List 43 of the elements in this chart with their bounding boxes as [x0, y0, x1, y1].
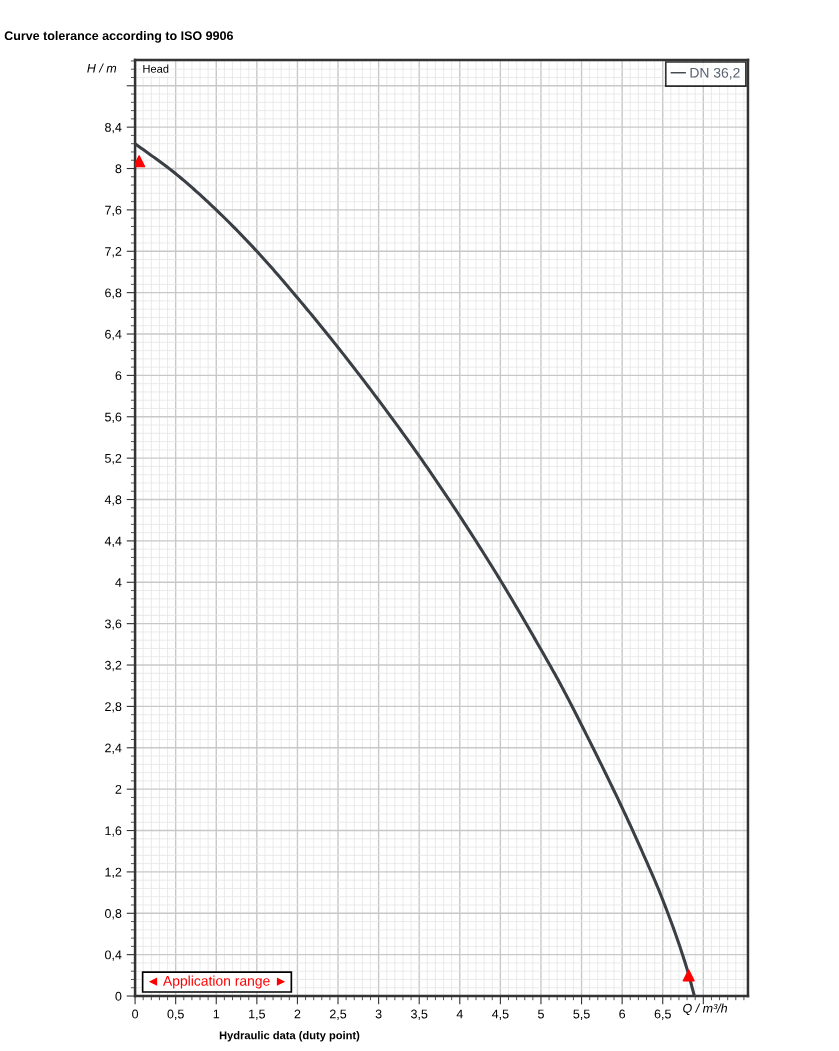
x-tick-label: 2,5	[329, 1009, 347, 1020]
x-tick-label: 0,5	[167, 1009, 184, 1020]
y-tick-label: 2,4	[105, 743, 122, 754]
x-tick-label: 1,5	[249, 1009, 266, 1020]
x-tick-label: 5,5	[573, 1009, 590, 1020]
x-tick-label: 6,5	[654, 1009, 671, 1020]
annotation: Head	[143, 64, 169, 73]
x-tick-label: 3,5	[410, 1009, 428, 1020]
x-tick-label: 6	[619, 1009, 626, 1019]
y-tick-label: 4	[115, 578, 122, 587]
y-tick-label: 4,8	[104, 495, 122, 506]
x-tick-label: 4	[456, 1009, 463, 1019]
text: Hydraulic data (duty point)	[219, 1031, 360, 1042]
x-tick-label: 3	[375, 1009, 382, 1019]
x-axis-title: Q / m³/h	[683, 1003, 728, 1015]
annotation: ◄ Application range ►	[148, 975, 286, 989]
x-tick-label: 2	[294, 1009, 301, 1019]
y-tick-label: 0,4	[105, 950, 122, 961]
y-tick-label: 7,6	[105, 205, 122, 217]
y-tick-label: 6	[115, 371, 122, 381]
y-tick-label: 2	[115, 784, 122, 794]
y-tick-label: 6,4	[105, 329, 122, 341]
legend-label: DN 36,2	[690, 67, 740, 80]
y-tick-label: 0,8	[105, 909, 122, 920]
x-tick-label: 5	[537, 1009, 544, 1019]
y-tick-label: 2,8	[105, 702, 122, 713]
y-tick-label: 1,6	[105, 826, 122, 837]
y-tick-label: 0	[115, 991, 122, 1001]
y-tick-label: 7,2	[105, 247, 122, 258]
y-tick-label: 5,6	[105, 412, 122, 423]
chart-title: Curve tolerance according to ISO 9906	[4, 30, 233, 43]
y-tick-label: 3,6	[104, 619, 122, 630]
x-tick-label: 0	[132, 1009, 139, 1019]
y-tick-label: 5,2	[105, 453, 122, 465]
y-tick-label: 8	[115, 164, 122, 174]
y-tick-label: 1,2	[105, 867, 122, 879]
y-axis-title: H / m	[87, 63, 117, 73]
y-tick-label: 8,4	[105, 122, 122, 134]
y-tick-label: 3,2	[104, 660, 122, 672]
y-tick-label: 6,8	[105, 288, 122, 299]
y-tick-label: 4,4	[104, 536, 122, 548]
x-tick-label: 4,5	[491, 1009, 509, 1020]
x-tick-label: 1	[213, 1009, 220, 1019]
